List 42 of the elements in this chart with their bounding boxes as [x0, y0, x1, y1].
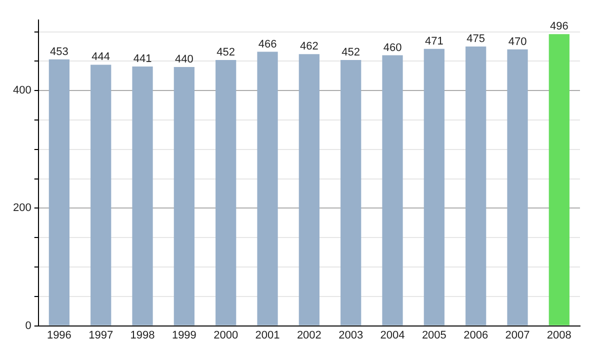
data-label: 444 [92, 51, 110, 64]
bar [548, 34, 570, 326]
bar [340, 60, 362, 326]
bar [257, 52, 278, 326]
x-tick-label: 2005 [422, 329, 446, 342]
bar [132, 66, 153, 326]
data-label: 471 [424, 35, 444, 48]
x-tick-label: 1998 [130, 329, 155, 342]
bar [174, 67, 194, 326]
bar [216, 60, 236, 326]
x-tick-label: 2008 [546, 329, 572, 342]
x-tick-label: 2007 [505, 329, 530, 342]
data-label: 452 [342, 46, 360, 59]
data-label: 470 [508, 36, 527, 48]
x-tick-label: 2006 [464, 329, 488, 342]
bar [507, 49, 528, 326]
y-tick-label: 0 [25, 320, 32, 332]
bar [466, 46, 486, 326]
data-label: 460 [383, 42, 402, 54]
y-tick-label: 400 [12, 84, 32, 97]
x-tick-label: 2001 [255, 329, 280, 342]
y-tick-label: 200 [12, 202, 32, 214]
data-label: 453 [50, 46, 68, 58]
bar [298, 54, 320, 326]
bar [90, 64, 112, 326]
x-tick-label: 2004 [380, 329, 405, 342]
data-label: 466 [258, 38, 277, 50]
data-label: 452 [216, 46, 236, 59]
data-label: 462 [300, 40, 318, 53]
bar [382, 55, 403, 326]
data-label: 475 [466, 32, 486, 45]
x-tick-label: 2003 [338, 329, 364, 342]
x-tick-label: 1999 [172, 329, 196, 342]
bar [424, 48, 444, 326]
x-tick-label: 2000 [214, 329, 238, 342]
data-label: 440 [175, 54, 194, 66]
x-tick-label: 2002 [296, 329, 322, 342]
x-tick-label: 1997 [88, 329, 114, 342]
bar [48, 59, 70, 326]
data-label: 496 [550, 20, 568, 33]
x-tick-label: 1996 [46, 329, 72, 342]
data-label: 441 [133, 52, 152, 65]
